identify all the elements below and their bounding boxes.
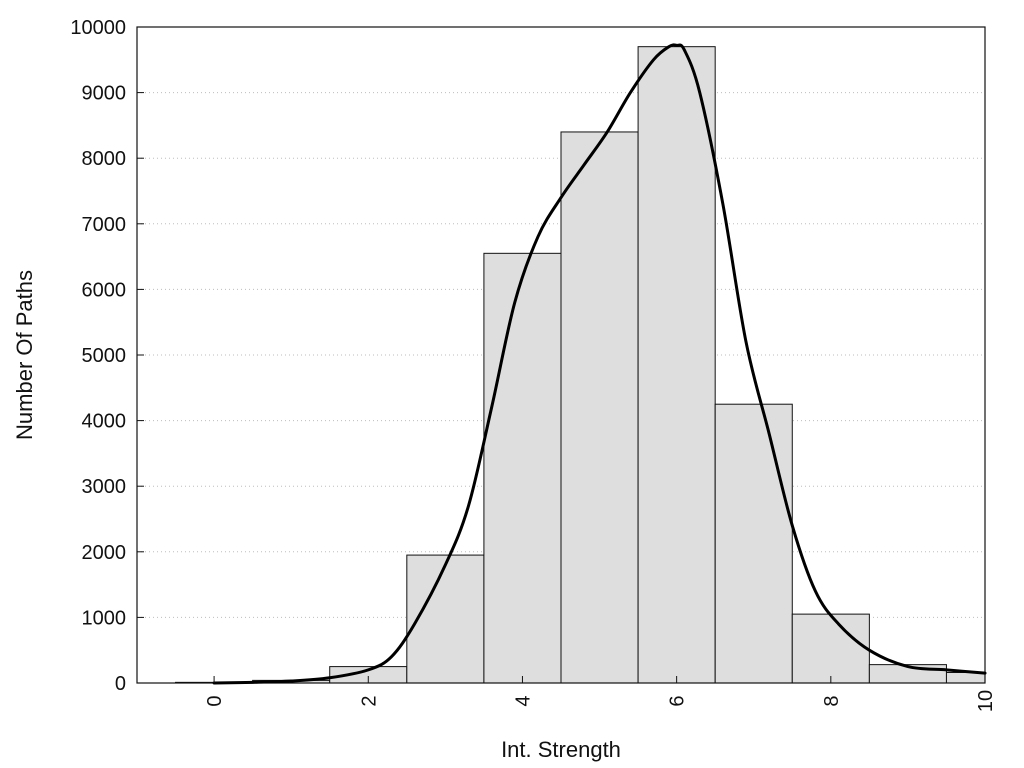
density-curve: [212, 43, 987, 685]
y-tick-label: 10000: [70, 17, 126, 39]
histogram-bar: [791, 613, 870, 684]
y-tick-label: 1000: [82, 607, 127, 629]
x-tick-label: 6: [667, 695, 689, 706]
histogram-bar: [637, 46, 716, 684]
y-tick-label: 3000: [82, 476, 127, 498]
x-axis-title: Int. Strength: [501, 737, 621, 762]
x-tick-label: 2: [358, 695, 380, 706]
bars: [175, 46, 986, 684]
y-tick-label: 5000: [82, 345, 127, 367]
y-tick-label: 6000: [82, 279, 127, 301]
y-tick-label: 4000: [82, 411, 127, 433]
histogram-bar: [483, 252, 562, 684]
y-axis: 0 1000 2000 3000 4000 5000 6000 7000 8000 9000 100…: [70, 17, 144, 695]
x-tick-label: 10: [975, 690, 997, 712]
x-tick-label: 8: [821, 695, 843, 706]
y-tick-label: 2000: [82, 542, 127, 564]
y-tick-label: 0: [115, 673, 126, 695]
density-curve-layer: [212, 43, 987, 685]
x-tick-label: 0: [204, 695, 226, 706]
histogram-bar: [560, 131, 639, 684]
histogram-bar: [714, 403, 793, 684]
y-tick-label: 7000: [82, 214, 127, 236]
y-tick-label: 9000: [82, 83, 127, 105]
x-tick-label: 4: [512, 695, 534, 706]
y-tick-label: 8000: [82, 148, 127, 170]
x-axis: 0 2 4 6 8 10: [204, 676, 997, 712]
y-axis-title: Number Of Paths: [12, 270, 37, 440]
